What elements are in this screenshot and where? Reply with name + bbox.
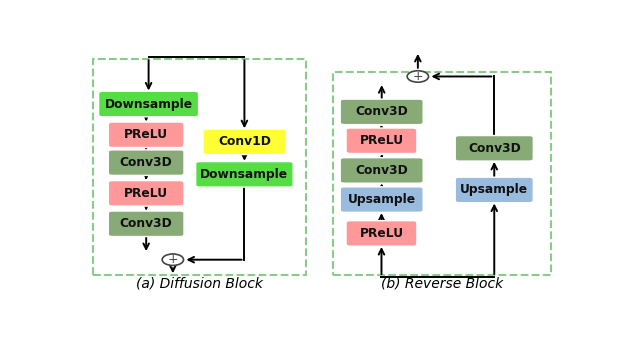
- FancyBboxPatch shape: [341, 187, 423, 212]
- Text: +: +: [168, 253, 178, 266]
- Text: Conv3D: Conv3D: [468, 142, 521, 155]
- Text: Downsample: Downsample: [200, 168, 289, 181]
- Text: Upsample: Upsample: [460, 184, 528, 196]
- FancyBboxPatch shape: [455, 177, 533, 203]
- Text: PReLU: PReLU: [124, 187, 168, 200]
- Text: (b) Reverse Block: (b) Reverse Block: [381, 276, 503, 290]
- FancyBboxPatch shape: [108, 211, 184, 237]
- FancyBboxPatch shape: [99, 91, 198, 117]
- Text: +: +: [413, 70, 423, 83]
- FancyBboxPatch shape: [203, 129, 286, 154]
- Text: (a) Diffusion Block: (a) Diffusion Block: [136, 276, 263, 290]
- FancyBboxPatch shape: [341, 99, 423, 125]
- Circle shape: [162, 254, 183, 265]
- Text: Conv3D: Conv3D: [356, 105, 408, 118]
- FancyBboxPatch shape: [341, 158, 423, 183]
- FancyBboxPatch shape: [108, 180, 184, 206]
- Text: PReLU: PReLU: [359, 227, 404, 240]
- FancyBboxPatch shape: [346, 221, 417, 246]
- Bar: [333, 72, 552, 275]
- Text: Downsample: Downsample: [105, 98, 193, 111]
- FancyBboxPatch shape: [346, 128, 417, 153]
- Text: Conv3D: Conv3D: [120, 156, 173, 169]
- Text: Conv3D: Conv3D: [120, 217, 173, 230]
- Text: Conv1D: Conv1D: [218, 135, 271, 148]
- FancyBboxPatch shape: [108, 150, 184, 175]
- Text: PReLU: PReLU: [124, 128, 168, 141]
- FancyBboxPatch shape: [455, 136, 533, 161]
- Bar: [93, 59, 306, 275]
- Circle shape: [407, 71, 429, 82]
- Text: PReLU: PReLU: [359, 134, 404, 147]
- FancyBboxPatch shape: [196, 162, 293, 187]
- Text: Conv3D: Conv3D: [356, 164, 408, 177]
- FancyBboxPatch shape: [108, 122, 184, 147]
- Text: Upsample: Upsample: [347, 193, 416, 206]
